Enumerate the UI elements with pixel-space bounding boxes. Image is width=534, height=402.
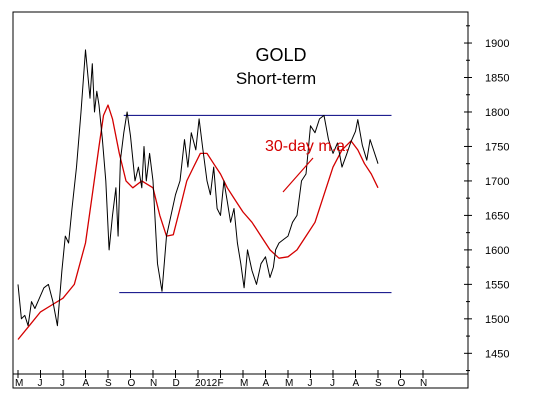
x-month-label: F (218, 378, 224, 389)
x-axis: M J J A S O N D 2012 F M A M J J A S O N (15, 370, 427, 389)
x-month-label: A (353, 378, 360, 389)
x-month-label: J (38, 378, 43, 389)
x-month-label: N (420, 378, 427, 389)
month-axis-frame (12, 373, 469, 389)
y-tick-label: 1700 (485, 176, 509, 188)
x-month-label: O (128, 378, 136, 389)
y-tick-label: 1650 (485, 210, 509, 222)
y-tick-label: 1900 (485, 38, 509, 50)
y-tick-label: 1550 (485, 279, 509, 291)
x-month-label: J (308, 378, 313, 389)
y-tick-label: 1850 (485, 73, 509, 85)
x-month-label: S (375, 378, 382, 389)
ma-annotation-pointer (282, 157, 314, 193)
x-month-label: M (285, 378, 293, 389)
x-month-label: J (60, 378, 65, 389)
y-tick-label: 1600 (485, 245, 509, 257)
y-axis: 1450 1500 1550 1600 1650 1700 1750 1800 1850 1900 (464, 25, 509, 372)
ma-annotation-label: 30-day m.a. (265, 138, 349, 155)
x-month-label: O (398, 378, 406, 389)
y-tick-label: 1750 (485, 141, 509, 153)
x-month-label: M (15, 378, 23, 389)
x-month-label: S (105, 378, 112, 389)
chart-title: GOLD (255, 45, 306, 65)
chart-subtitle: Short-term (236, 69, 316, 88)
moving-average-line (17, 104, 379, 340)
x-month-label: 2012 (195, 378, 218, 389)
x-month-label: D (173, 378, 180, 389)
x-month-label: N (150, 378, 157, 389)
y-tick-label: 1450 (485, 348, 509, 360)
x-month-label: A (263, 378, 270, 389)
y-tick-label: 1500 (485, 314, 509, 326)
x-month-label: A (83, 378, 90, 389)
x-month-label: M (240, 378, 248, 389)
gold-price-line (17, 49, 379, 327)
y-tick-label: 1800 (485, 107, 509, 119)
x-month-label: J (330, 378, 335, 389)
plot-area (17, 49, 392, 340)
